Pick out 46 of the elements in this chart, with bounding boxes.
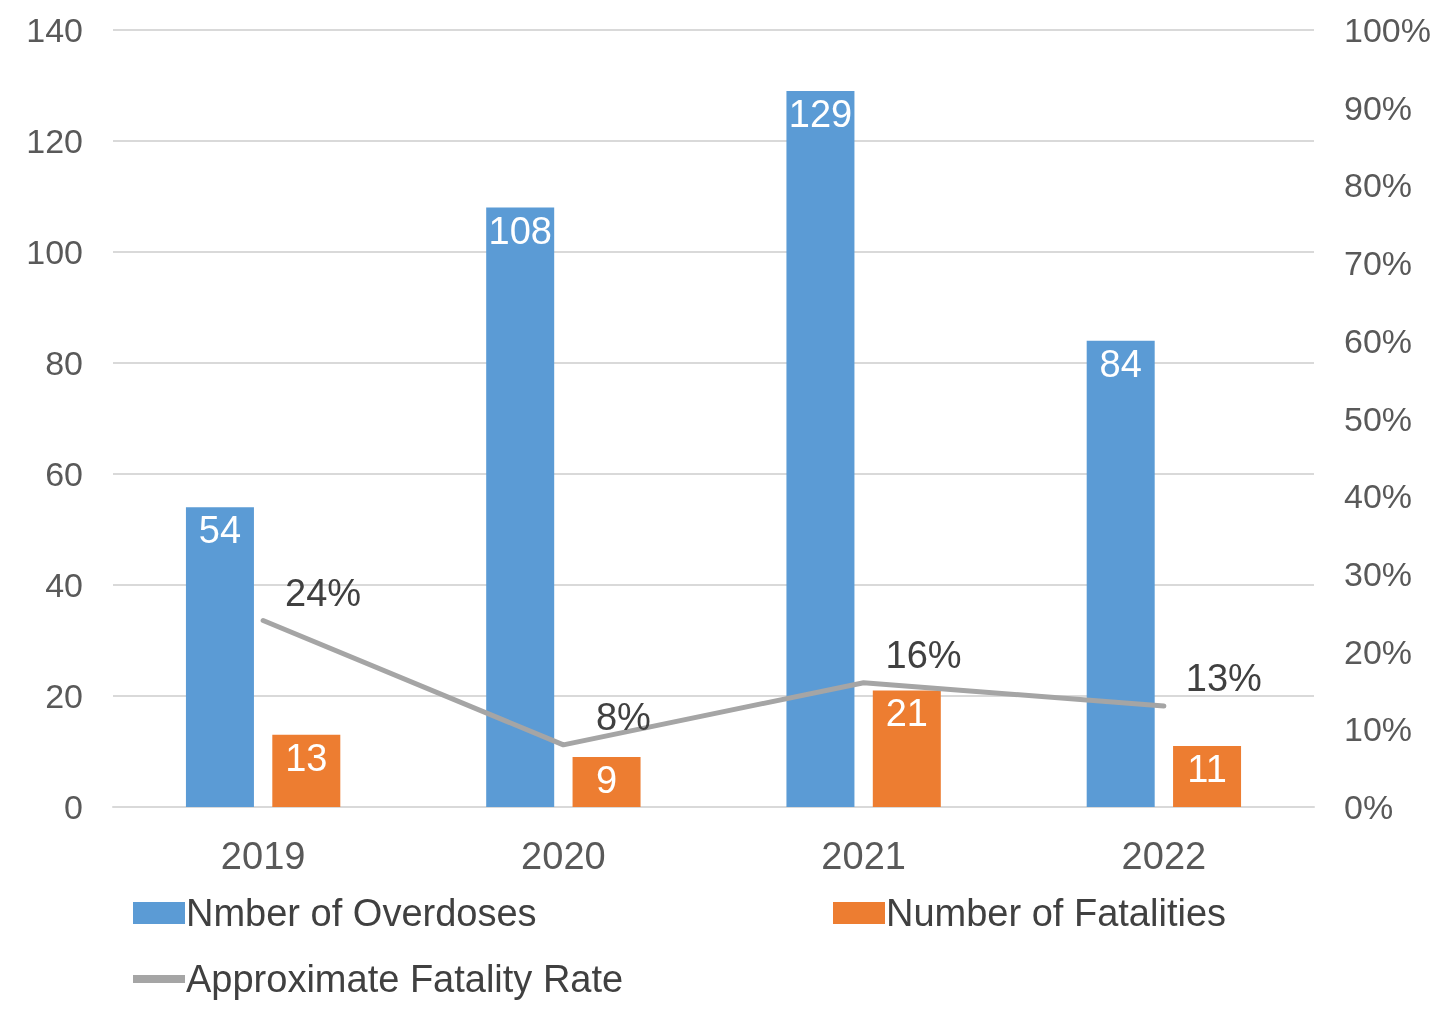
y2-tick-label: 20% xyxy=(1344,632,1413,671)
bar xyxy=(486,207,555,807)
y-tick-label: 140 xyxy=(26,11,83,49)
y2-tick-label: 90% xyxy=(1344,88,1413,127)
y2-tick-label: 80% xyxy=(1344,166,1413,205)
legend-label: Approximate Fatality Rate xyxy=(186,958,624,1000)
data-label: 13 xyxy=(285,736,328,779)
bar xyxy=(1086,340,1155,807)
data-label: 21 xyxy=(885,692,928,735)
bar xyxy=(272,734,341,807)
legend-label: Number of Fatalities xyxy=(886,892,1227,934)
y-tick-label: 100 xyxy=(26,233,83,271)
data-label: 16% xyxy=(885,633,962,676)
data-label: 24% xyxy=(285,571,362,614)
y2-tick-label: 30% xyxy=(1344,554,1413,593)
data-label: 129 xyxy=(788,93,853,136)
y2-tick-label: 10% xyxy=(1344,710,1413,749)
data-label: 9 xyxy=(595,759,618,802)
data-label: 54 xyxy=(198,509,242,552)
y2-tick-label: 60% xyxy=(1344,321,1413,360)
y2-tick-label: 70% xyxy=(1344,244,1413,283)
y-tick-label: 0 xyxy=(64,788,83,826)
bar xyxy=(1173,745,1242,807)
legend-label: Nmber of Overdoses xyxy=(186,892,537,934)
data-label: 13% xyxy=(1185,656,1262,699)
y2-tick-label: 40% xyxy=(1344,477,1413,516)
y2-tick-label: 100% xyxy=(1344,11,1431,49)
bar xyxy=(572,757,641,807)
y-tick-label: 120 xyxy=(26,122,83,160)
data-label: 11 xyxy=(1187,747,1227,790)
y-tick-label: 20 xyxy=(45,677,83,715)
data-label: 84 xyxy=(1099,342,1142,385)
x-tick-label: 2019 xyxy=(220,835,306,877)
data-label: 108 xyxy=(488,209,552,252)
y2-tick-label: 50% xyxy=(1344,399,1413,438)
x-tick-label: 2020 xyxy=(521,835,606,877)
x-tick-label: 2021 xyxy=(821,835,906,877)
y-tick-label: 40 xyxy=(45,566,83,604)
y2-tick-label: 0% xyxy=(1344,788,1394,826)
y-tick-label: 60 xyxy=(45,455,83,493)
data-label: 8% xyxy=(595,695,651,738)
bar xyxy=(786,91,855,807)
x-tick-label: 2022 xyxy=(1121,835,1207,877)
y-tick-label: 80 xyxy=(45,344,83,382)
bar xyxy=(185,507,254,807)
bar xyxy=(872,690,941,807)
